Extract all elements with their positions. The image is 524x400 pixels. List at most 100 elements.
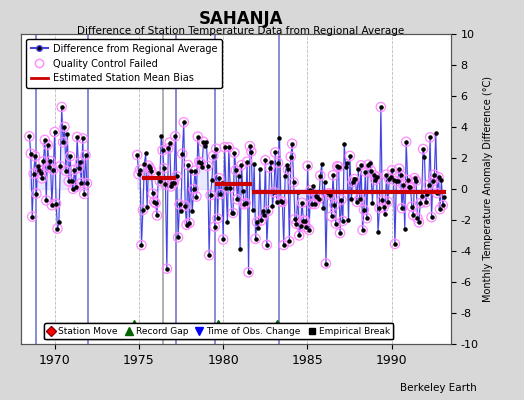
Point [346,153,354,159]
Point [350,176,358,182]
Point [373,174,381,180]
Point [160,165,168,172]
Point [439,202,447,208]
Point [172,173,181,179]
Point [375,205,384,211]
Point [422,199,430,205]
Point [387,174,395,180]
Point [429,178,437,184]
Point [38,175,46,182]
Point [391,241,399,247]
Point [432,130,440,137]
Point [363,215,371,221]
Point [332,220,340,227]
Point [49,166,58,173]
Point [311,201,319,207]
Point [81,152,90,158]
Point [246,143,254,150]
Point [29,170,38,177]
Point [324,190,333,196]
Point [140,161,148,167]
Point [208,176,216,183]
Point [374,229,382,236]
Point [402,139,410,145]
Point [418,193,426,199]
Point [361,168,369,175]
Point [252,236,260,242]
Point [221,144,229,150]
Point [320,178,329,185]
Point [342,164,350,170]
Point [247,148,256,155]
Point [227,210,236,216]
Point [206,192,215,198]
Point [72,184,80,190]
Point [136,166,144,173]
Point [303,163,312,169]
Point [392,178,400,184]
Point [237,162,246,168]
Point [377,104,385,110]
Point [153,212,161,218]
Point [162,266,171,272]
Point [50,129,59,135]
Point [28,214,36,220]
Point [257,217,265,224]
Point [283,166,292,173]
Point [64,178,73,184]
Point [58,104,66,110]
Point [206,192,215,198]
Point [369,172,378,178]
Point [422,199,430,205]
Point [60,124,69,130]
Point [403,177,412,183]
Point [357,162,365,168]
Point [147,168,156,174]
Point [242,200,250,206]
Point [403,177,412,183]
Point [174,234,182,240]
Point [230,150,238,156]
Point [368,200,377,206]
Point [383,171,391,178]
Point [203,163,212,169]
Point [48,202,56,208]
Point [384,198,392,205]
Point [230,150,238,156]
Point [253,219,261,225]
Point [244,269,253,276]
Point [250,161,258,167]
Point [176,201,184,208]
Point [184,162,192,168]
Point [399,182,408,188]
Point [162,266,171,272]
Point [60,124,69,130]
Point [272,199,281,206]
Point [264,208,272,214]
Point [389,177,398,183]
Point [436,206,444,212]
Point [212,146,220,152]
Point [322,260,330,267]
Point [357,162,365,168]
Point [69,186,77,192]
Point [270,189,278,195]
Point [291,216,299,222]
Point [156,178,164,184]
Point [313,194,322,200]
Point [64,178,73,184]
Point [164,145,172,152]
Point [302,224,310,230]
Point [62,168,70,174]
Point [34,163,42,169]
Point [72,184,80,190]
Point [388,167,396,173]
Point [398,205,406,212]
Point [70,166,79,173]
Point [351,176,359,182]
Point [42,197,50,204]
Point [433,190,441,196]
Point [146,165,154,172]
Point [182,222,191,228]
Point [69,186,77,192]
